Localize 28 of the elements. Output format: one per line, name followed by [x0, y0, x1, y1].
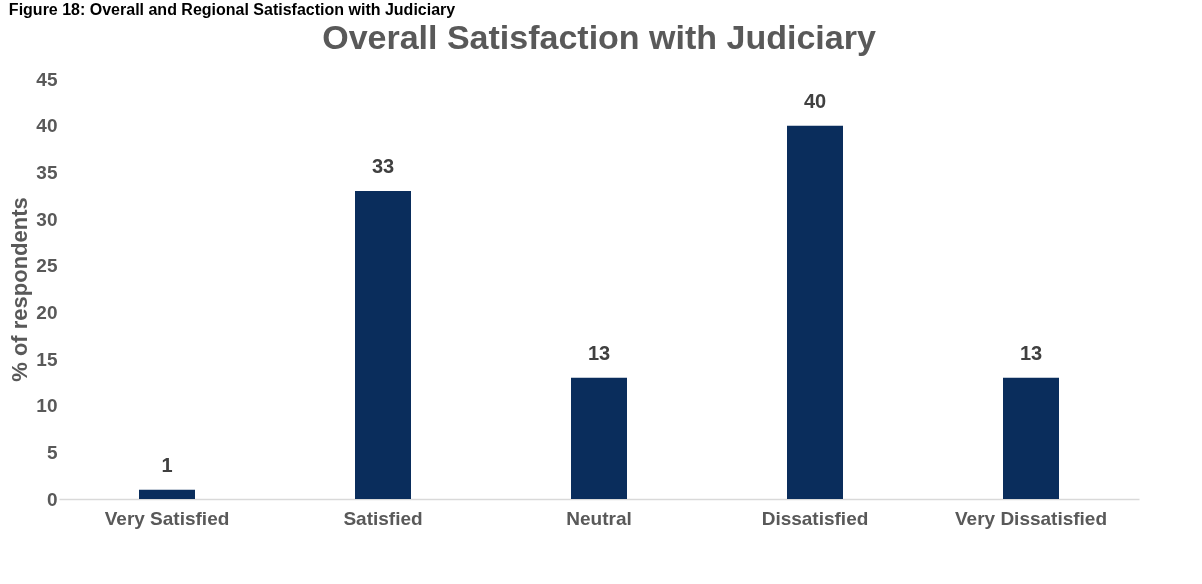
bar [355, 191, 411, 499]
x-tick-label: Very Satisfied [104, 507, 230, 529]
y-tick-label: 5 [46, 441, 58, 463]
bar [571, 377, 627, 499]
y-tick-label: 30 [36, 208, 58, 230]
data-label: 40 [803, 89, 827, 112]
y-tick-label: 35 [36, 161, 58, 183]
x-tick-label: Neutral [566, 507, 632, 529]
y-axis-title: % of respondents [7, 197, 33, 382]
y-tick-label: 45 [36, 68, 58, 90]
bar [139, 489, 195, 499]
y-tick-label: 0 [46, 488, 58, 510]
data-label: 1 [161, 453, 173, 476]
caption: Figure 18: Overall and Regional Satisfaction with Judiciary [8, 1, 456, 18]
chart-title: Overall Satisfaction with Judiciary [322, 18, 876, 56]
x-tick-label: Satisfied [343, 507, 423, 529]
y-tick-label: 40 [36, 115, 58, 137]
x-tick-label: Dissatisfied [761, 507, 869, 529]
y-tick-label: 15 [36, 348, 58, 370]
y-tick-label: 25 [36, 255, 58, 277]
bar [1003, 377, 1059, 499]
data-label: 13 [1019, 341, 1043, 364]
data-label: 13 [587, 341, 611, 364]
data-label: 33 [371, 155, 395, 177]
y-tick-label: 10 [36, 395, 58, 417]
y-tick-label: 20 [36, 301, 58, 323]
bar [787, 125, 843, 499]
x-tick-label: Very Dissatisfied [954, 507, 1108, 529]
